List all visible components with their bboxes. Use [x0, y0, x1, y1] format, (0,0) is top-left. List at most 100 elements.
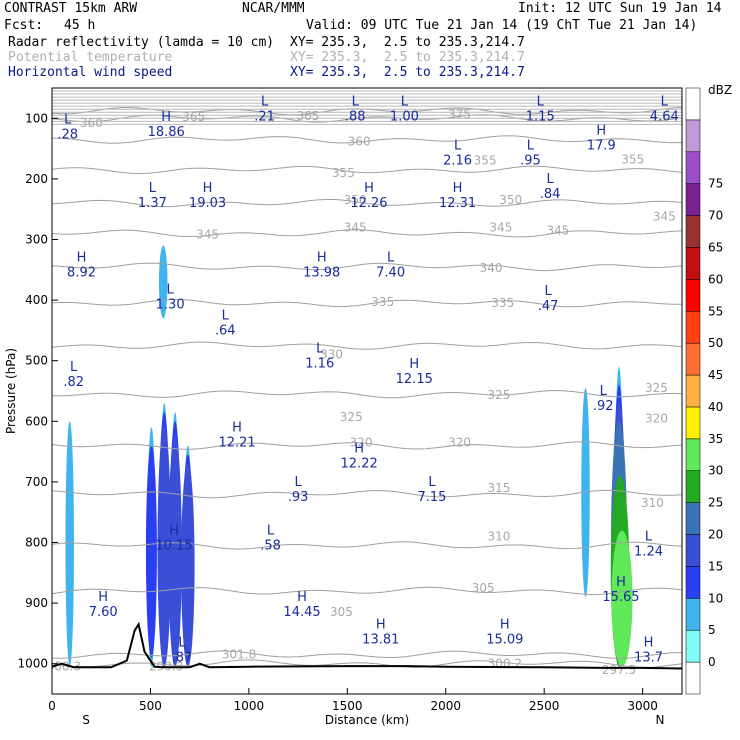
- colorbar-segment: [685, 279, 701, 312]
- colorbar-level-label: 75: [708, 177, 723, 191]
- wind-extremum-value: 7.60: [89, 605, 118, 620]
- wind-extremum-value: 12.26: [350, 196, 387, 211]
- theta-contour: [52, 165, 682, 175]
- theta-contour-label: 297.5: [602, 663, 636, 677]
- valid-time: Valid: 09 UTC Tue 21 Jan 14 (19 ChT Tue …: [306, 18, 698, 33]
- y-tick-label: 1000: [17, 657, 48, 671]
- wind-extremum-value: 1.00: [390, 109, 419, 124]
- colorbar-segment: [685, 374, 701, 408]
- wind-extremum-type: H: [616, 575, 626, 590]
- theta-contour: [52, 659, 682, 668]
- wind-extremum-value: 1.37: [138, 196, 167, 211]
- colorbar-segment: [685, 470, 701, 503]
- colorbar-level-label: 35: [708, 432, 723, 446]
- fcst-label: Fcst:: [4, 18, 44, 33]
- wind-extremum-type: L: [178, 636, 186, 651]
- colorbar-level-label: 10: [708, 591, 723, 605]
- wind-extremum-value: 4.64: [650, 109, 679, 124]
- wind-extremum-value: .87: [172, 651, 193, 666]
- wind-extremum-value: .92: [593, 399, 614, 414]
- colorbar-segment: [685, 183, 701, 216]
- colorbar-segment: [685, 566, 701, 599]
- wind-extremum-value: .95: [520, 154, 541, 169]
- wind-extremum-value: 12.31: [439, 196, 476, 211]
- colorbar-segment: [685, 502, 701, 535]
- wind-extremum-type: L: [600, 384, 608, 399]
- wind-extremum-type: L: [316, 342, 324, 357]
- y-tick-label: 300: [25, 233, 48, 247]
- wind-extremum-value: .47: [538, 299, 559, 314]
- theta-contour-label: 325: [487, 388, 510, 402]
- theta-contour-label: 345: [547, 223, 570, 237]
- wind-extremum-type: H: [161, 110, 171, 125]
- y-tick-label: 600: [25, 414, 48, 428]
- colorbar-level-label: 15: [708, 559, 723, 573]
- theta-contour-label: 315: [487, 481, 510, 495]
- wind-extremum-value: 7.40: [376, 266, 405, 281]
- colorbar-level-label: 55: [708, 304, 723, 318]
- colorbar-segment: [685, 629, 701, 663]
- theta-contour: [52, 650, 682, 659]
- wind-extremum-type: L: [527, 139, 535, 154]
- colorbar-segment: [685, 119, 701, 153]
- colorbar-level-label: 60: [708, 272, 723, 286]
- wind-extremum-type: L: [645, 530, 653, 545]
- y-axis-label: Pressure (hPa): [4, 348, 18, 434]
- wind-extremum-value: 10.15: [155, 538, 192, 553]
- x-tick-label: 1000: [234, 699, 265, 713]
- colorbar-segment: [685, 247, 701, 280]
- reflectivity-cell: [181, 463, 195, 667]
- theta-contour-label: 300.3: [47, 660, 81, 674]
- x-tick-label: 1500: [332, 699, 363, 713]
- wind-extremum-type: L: [267, 523, 275, 538]
- colorbar-segment: [685, 87, 701, 121]
- wind-extremum-type: L: [222, 308, 230, 323]
- wind-extremum-value: 18.86: [148, 125, 185, 140]
- wind-extremum-type: H: [453, 181, 463, 196]
- theta-contour: [52, 489, 682, 499]
- colorbar-level-label: 30: [708, 464, 723, 478]
- wind-extremum-type: L: [454, 139, 462, 154]
- y-tick-label: 900: [25, 596, 48, 610]
- wind-extremum-type: L: [70, 360, 78, 375]
- field-wind-name: Horizontal wind speed: [8, 65, 173, 80]
- theta-contour-label: 345: [344, 220, 367, 234]
- wind-extremum-type: L: [545, 284, 553, 299]
- colorbar-segment: [685, 534, 701, 567]
- reflectivity-cell: [65, 421, 74, 667]
- theta-contour-label: 360: [80, 116, 103, 130]
- wind-extremum-value: .28: [57, 128, 78, 143]
- reflectivity-cell: [611, 530, 633, 667]
- wind-extremum-type: L: [149, 181, 157, 196]
- wind-extremum-value: 15.09: [486, 632, 523, 647]
- wind-extremum-type: H: [77, 251, 87, 266]
- theta-contour-label: 320: [350, 436, 373, 450]
- center-label: NCAR/MMM: [242, 1, 305, 16]
- wind-extremum-value: 12.15: [396, 372, 433, 387]
- wind-extremum-type: L: [352, 94, 360, 109]
- colorbar-level-label: 20: [708, 528, 723, 542]
- theta-contour: [52, 106, 682, 116]
- theta-contour-label: 345: [653, 209, 676, 223]
- theta-contour: [52, 298, 682, 308]
- field-theta-xy: XY= 235.3, 2.5 to 235.3,214.7: [290, 50, 525, 65]
- colorbar-segment: [685, 342, 701, 376]
- wind-extremum-value: 14.45: [283, 605, 320, 620]
- wind-extremum-value: 1.15: [526, 109, 555, 124]
- x-tick-label: 3000: [627, 699, 658, 713]
- theta-contour: [52, 541, 682, 550]
- wind-extremum-type: L: [428, 475, 436, 490]
- colorbar-segment: [685, 661, 701, 695]
- theta-contour-label: 305: [330, 605, 353, 619]
- colorbar-segment: [685, 215, 701, 248]
- theta-contour: [52, 586, 682, 596]
- colorbar-segment: [685, 311, 701, 344]
- wind-extremum-value: .21: [254, 109, 275, 124]
- wind-extremum-type: L: [546, 172, 554, 187]
- wind-extremum-value: 7.15: [417, 490, 446, 505]
- wind-extremum-value: 13.98: [303, 266, 340, 281]
- theta-contour-label: 355: [332, 166, 355, 180]
- x-end-label-north: N: [656, 713, 665, 727]
- y-tick-label: 500: [25, 354, 48, 368]
